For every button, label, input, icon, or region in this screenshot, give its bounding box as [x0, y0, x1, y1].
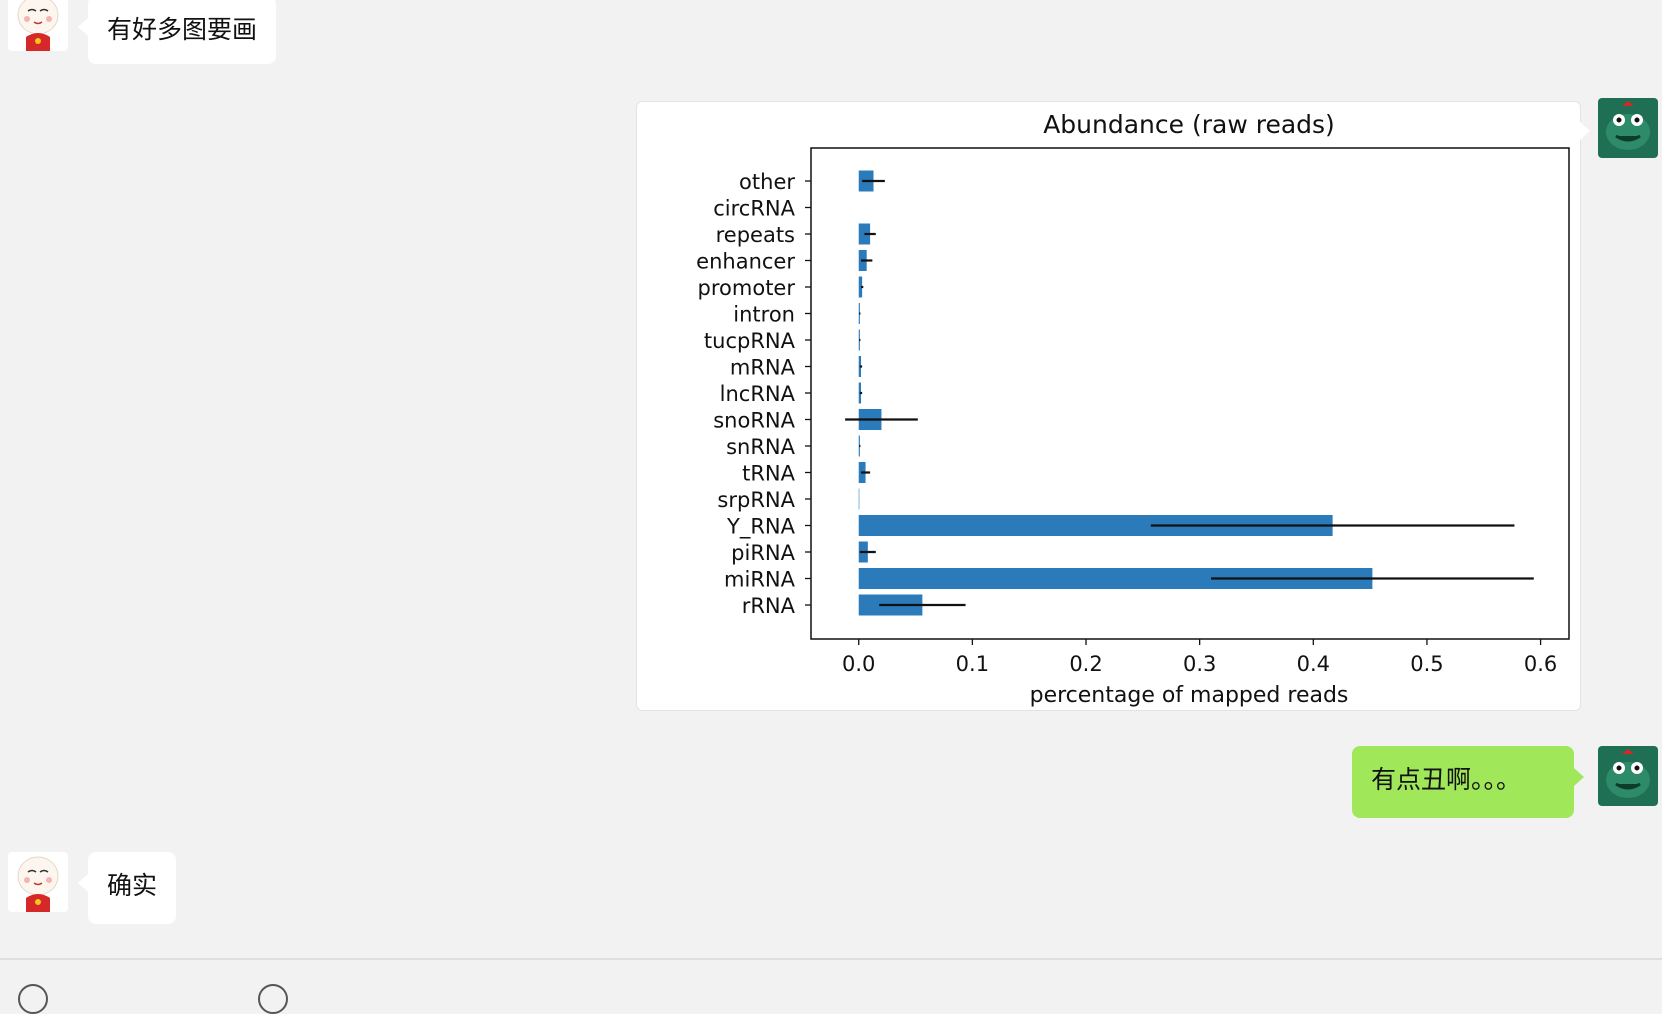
y-tick-label: enhancer: [696, 250, 795, 274]
message-text: 确实: [107, 871, 158, 900]
bar-promoter: [858, 276, 863, 298]
x-tick-label: 0.1: [956, 652, 989, 676]
y-tick-label: tucpRNA: [704, 329, 796, 353]
chart-x-axis-label: percentage of mapped reads: [1030, 683, 1349, 708]
image-message[interactable]: Abundance (raw reads) percentage of mapp…: [636, 101, 1590, 711]
x-axis-ticks: 0.0 0.1 0.2 0.3 0.4 0.5 0.6: [842, 639, 1557, 676]
y-tick-label: intron: [733, 303, 795, 327]
friend-avatar[interactable]: [8, 852, 68, 912]
message-bubble[interactable]: 有好多图要画: [77, 0, 277, 64]
y-tick-label: piRNA: [731, 541, 795, 565]
input-area-divider: [0, 958, 1662, 960]
message-text: 有点丑啊。。。: [1371, 765, 1522, 794]
y-tick-label: rRNA: [742, 594, 796, 618]
my-avatar[interactable]: [1598, 746, 1658, 806]
y-tick-label: tRNA: [742, 462, 796, 486]
friend-avatar[interactable]: [8, 0, 68, 51]
bar-Y_RNA: [858, 515, 1333, 536]
x-tick-label: 0.6: [1524, 652, 1557, 676]
cartoon-face-avatar-icon: [8, 0, 68, 51]
message-bubble[interactable]: 确实: [77, 852, 177, 924]
frog-avatar-icon: [1598, 746, 1658, 806]
emoji-icon[interactable]: [18, 984, 48, 1014]
x-tick-label: 0.5: [1410, 652, 1443, 676]
y-tick-label: lncRNA: [720, 382, 796, 406]
bar-lncRNA: [858, 382, 862, 404]
plot-frame: [810, 147, 1570, 640]
y-tick-label: mRNA: [730, 356, 796, 380]
y-tick-label: circRNA: [713, 197, 795, 221]
y-tick-label: Y_RNA: [726, 515, 796, 540]
y-tick-label: snRNA: [726, 435, 796, 459]
bar-mRNA: [858, 356, 862, 377]
bar-group: [858, 170, 1373, 616]
bar-miRNA: [858, 568, 1373, 589]
x-tick-label: 0.2: [1069, 652, 1102, 676]
abundance-bar-chart: Abundance (raw reads) percentage of mapp…: [696, 110, 1570, 708]
bar-intron: [858, 303, 860, 324]
x-tick-label: 0.4: [1297, 652, 1330, 676]
my-avatar[interactable]: [1598, 98, 1658, 158]
frog-avatar-icon: [1598, 98, 1658, 158]
y-tick-label: promoter: [698, 276, 796, 300]
y-tick-label: miRNA: [724, 568, 796, 592]
message-text: 有好多图要画: [107, 15, 258, 44]
bar-snRNA: [858, 435, 860, 457]
bar-tucpRNA: [858, 329, 860, 351]
chat-history-icon[interactable]: [258, 984, 288, 1014]
bar-srpRNA: [858, 488, 860, 510]
y-tick-label: repeats: [716, 223, 795, 247]
cartoon-face-avatar-icon: [8, 852, 68, 912]
chart-title: Abundance (raw reads): [1043, 110, 1335, 139]
y-tick-label: srpRNA: [717, 488, 795, 512]
error-bar-group: [845, 179, 1534, 607]
y-tick-label: snoRNA: [713, 409, 795, 433]
y-tick-label: other: [739, 170, 795, 194]
x-tick-label: 0.3: [1183, 652, 1216, 676]
message-bubble[interactable]: 有点丑啊。。。: [1352, 746, 1584, 818]
x-tick-label: 0.0: [842, 652, 875, 676]
